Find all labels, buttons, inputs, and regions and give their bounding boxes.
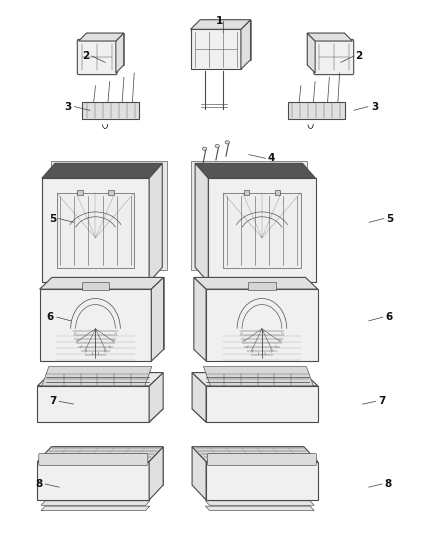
Polygon shape	[205, 496, 314, 500]
Polygon shape	[41, 501, 150, 505]
Ellipse shape	[215, 144, 219, 148]
FancyBboxPatch shape	[208, 454, 316, 465]
Polygon shape	[191, 20, 251, 29]
Polygon shape	[86, 33, 124, 65]
Text: 3: 3	[371, 102, 378, 111]
Polygon shape	[42, 163, 162, 178]
Polygon shape	[149, 373, 163, 422]
Text: 2: 2	[356, 51, 363, 61]
Polygon shape	[39, 289, 152, 361]
Polygon shape	[51, 447, 163, 485]
Polygon shape	[205, 501, 314, 505]
Text: 7: 7	[49, 397, 56, 406]
Polygon shape	[307, 33, 315, 73]
Text: 4: 4	[268, 154, 275, 163]
Polygon shape	[37, 409, 163, 422]
Polygon shape	[203, 367, 314, 386]
Ellipse shape	[202, 147, 207, 150]
FancyBboxPatch shape	[314, 39, 354, 75]
Polygon shape	[194, 277, 318, 289]
Polygon shape	[191, 29, 241, 69]
Polygon shape	[42, 178, 149, 282]
Polygon shape	[205, 506, 314, 511]
Polygon shape	[149, 163, 162, 282]
Polygon shape	[52, 277, 164, 350]
Polygon shape	[149, 447, 163, 500]
Text: 6: 6	[385, 312, 392, 322]
Polygon shape	[192, 409, 318, 422]
Bar	[244, 190, 249, 195]
Polygon shape	[41, 496, 150, 500]
Polygon shape	[288, 102, 345, 119]
Polygon shape	[51, 161, 166, 270]
Polygon shape	[307, 33, 344, 65]
Text: 6: 6	[47, 312, 54, 322]
Polygon shape	[191, 161, 307, 270]
Polygon shape	[241, 20, 251, 69]
FancyBboxPatch shape	[39, 454, 148, 465]
Polygon shape	[82, 102, 139, 119]
Polygon shape	[200, 20, 251, 60]
Polygon shape	[206, 386, 318, 422]
Polygon shape	[37, 373, 163, 386]
FancyBboxPatch shape	[77, 39, 117, 75]
Polygon shape	[195, 163, 315, 178]
Polygon shape	[192, 447, 206, 500]
Text: 3: 3	[64, 102, 71, 111]
Bar	[223, 193, 300, 268]
Text: 8: 8	[36, 479, 43, 489]
Text: 7: 7	[378, 397, 385, 406]
Text: 2: 2	[82, 51, 89, 61]
Polygon shape	[46, 282, 145, 289]
Polygon shape	[37, 462, 149, 500]
Bar	[275, 190, 280, 195]
Text: 5: 5	[49, 214, 56, 223]
Text: 1: 1	[215, 17, 223, 26]
Polygon shape	[206, 462, 318, 500]
Polygon shape	[192, 447, 304, 485]
Polygon shape	[37, 386, 149, 422]
Polygon shape	[194, 277, 305, 350]
Ellipse shape	[225, 141, 230, 144]
Polygon shape	[37, 447, 163, 462]
Polygon shape	[152, 277, 164, 361]
Bar	[108, 190, 113, 195]
Polygon shape	[39, 277, 164, 289]
Bar	[78, 190, 83, 195]
Bar	[81, 282, 110, 290]
Polygon shape	[78, 33, 124, 41]
Polygon shape	[206, 289, 318, 361]
Polygon shape	[195, 163, 208, 282]
Polygon shape	[208, 178, 315, 282]
Polygon shape	[41, 506, 150, 511]
Polygon shape	[192, 447, 318, 462]
Text: 5: 5	[386, 214, 393, 223]
Polygon shape	[307, 33, 352, 41]
Bar	[248, 282, 276, 290]
Polygon shape	[116, 33, 124, 73]
Polygon shape	[194, 277, 206, 361]
Bar	[57, 193, 134, 268]
Polygon shape	[213, 282, 311, 289]
Text: 8: 8	[384, 479, 391, 489]
Polygon shape	[42, 367, 152, 386]
Polygon shape	[192, 373, 318, 386]
Polygon shape	[192, 373, 206, 422]
